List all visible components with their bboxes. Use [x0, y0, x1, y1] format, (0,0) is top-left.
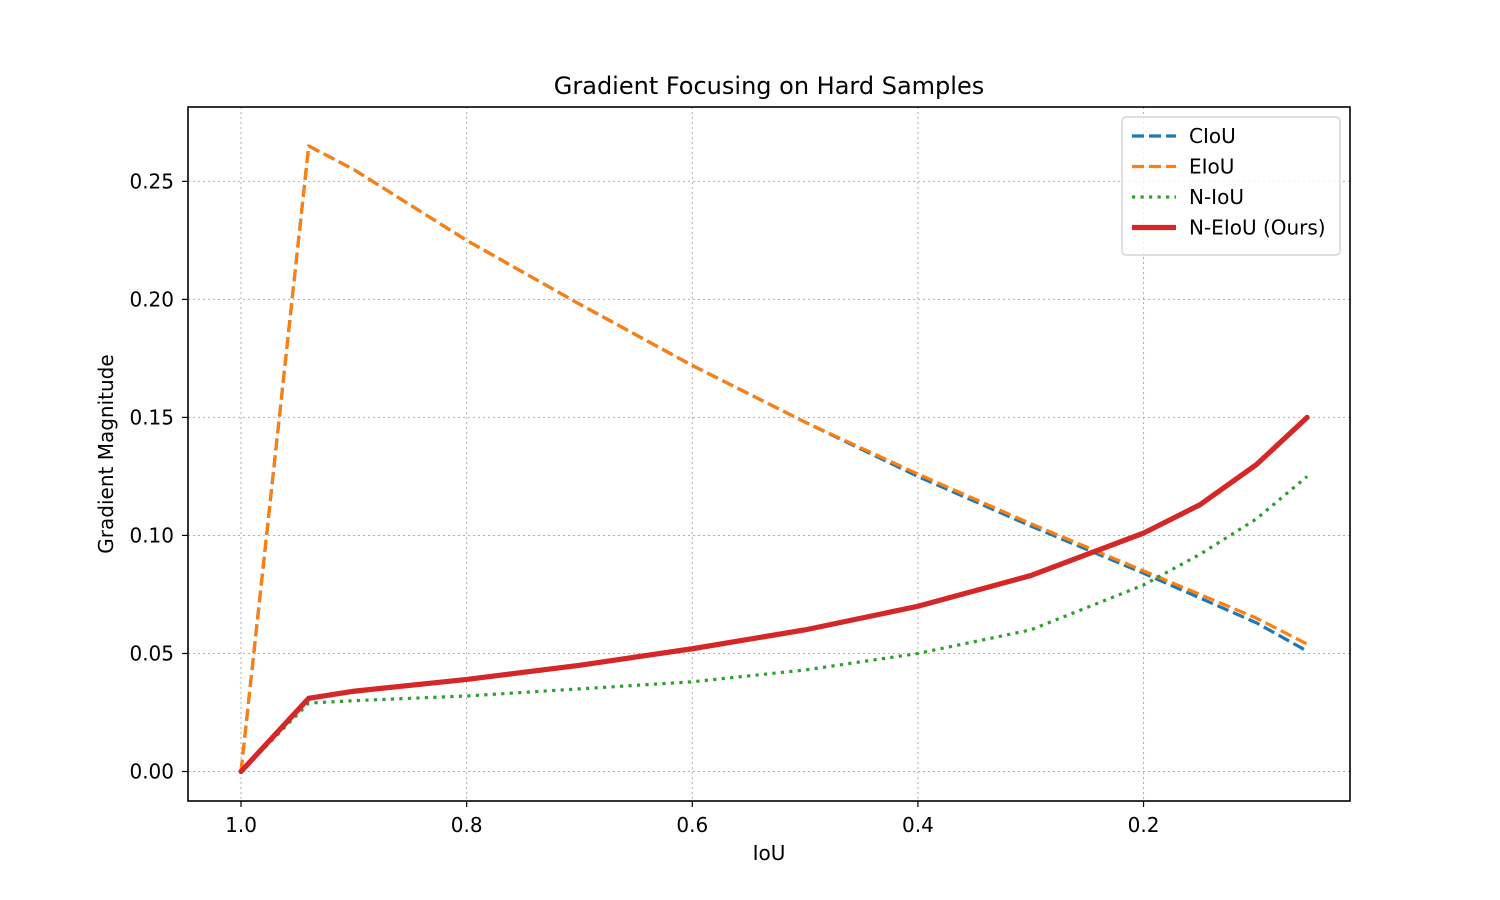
legend-label: CIoU — [1189, 124, 1236, 148]
x-tick-label: 0.2 — [1128, 813, 1160, 837]
y-axis-label: Gradient Magnitude — [94, 354, 118, 553]
x-tick-label: 0.8 — [451, 813, 483, 837]
chart-title: Gradient Focusing on Hard Samples — [554, 72, 984, 100]
series-line-n-eiou-ours — [238, 414, 1310, 775]
x-tick-label: 1.0 — [225, 813, 257, 837]
legend: CIoU EIoU N-IoU N-EIoU (Ours) — [1121, 116, 1341, 256]
series-lines — [238, 144, 1310, 775]
axis-ticks: 1.0 0.8 0.6 0.4 0.2 0.00 0.05 0.10 0.15 0.20 0.25 — [129, 169, 1159, 837]
y-tick-label: 0.05 — [129, 641, 174, 665]
series-line-eiou — [239, 144, 1308, 772]
y-tick-label: 0.15 — [129, 405, 174, 429]
grid-lines — [188, 107, 1350, 801]
legend-label: N-EIoU (Ours) — [1189, 216, 1326, 240]
plot-area-frame — [187, 106, 1351, 802]
x-tick-label: 0.4 — [902, 813, 934, 837]
x-axis-label: IoU — [753, 841, 786, 865]
x-tick-label: 0.6 — [676, 813, 708, 837]
y-tick-label: 0.25 — [129, 169, 174, 193]
legend-label: N-IoU — [1189, 185, 1244, 209]
legend-label: EIoU — [1189, 155, 1234, 179]
y-tick-label: 0.00 — [129, 759, 174, 783]
y-tick-label: 0.20 — [129, 287, 174, 311]
y-tick-label: 0.10 — [129, 523, 174, 547]
legend-box — [1121, 116, 1341, 256]
